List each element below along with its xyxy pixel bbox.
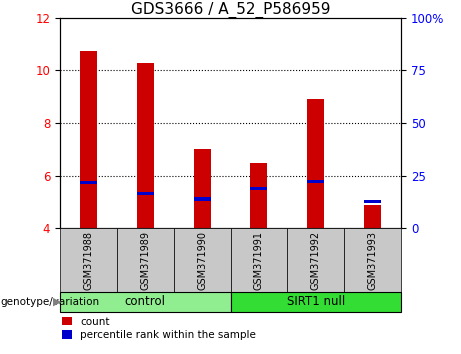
Bar	[60, 228, 117, 292]
Text: control: control	[125, 295, 165, 308]
Text: GSM371991: GSM371991	[254, 231, 264, 290]
Bar	[80, 51, 97, 228]
Bar	[136, 63, 154, 228]
Bar	[174, 228, 230, 292]
Bar	[230, 292, 401, 312]
Bar	[80, 181, 97, 184]
Bar	[136, 192, 154, 195]
Text: GSM371988: GSM371988	[83, 231, 94, 290]
Bar	[344, 228, 401, 292]
Text: SIRT1 null: SIRT1 null	[287, 295, 345, 308]
Text: genotype/variation: genotype/variation	[0, 297, 99, 307]
Bar	[117, 228, 174, 292]
Text: GSM371992: GSM371992	[311, 230, 321, 290]
Bar	[287, 228, 344, 292]
Bar	[250, 162, 267, 228]
Text: GSM371989: GSM371989	[140, 231, 150, 290]
Text: GSM371990: GSM371990	[197, 231, 207, 290]
Bar	[194, 149, 211, 228]
Text: ▶: ▶	[53, 297, 61, 307]
Bar	[60, 292, 230, 312]
Bar	[307, 99, 324, 228]
Title: GDS3666 / A_52_P586959: GDS3666 / A_52_P586959	[131, 1, 330, 18]
Bar	[364, 200, 381, 203]
Bar	[230, 228, 287, 292]
Bar	[250, 187, 267, 190]
Bar	[307, 180, 324, 183]
Text: GSM371993: GSM371993	[367, 231, 378, 290]
Legend: count, percentile rank within the sample: count, percentile rank within the sample	[62, 317, 256, 340]
Bar	[364, 205, 381, 228]
Bar	[194, 197, 211, 201]
